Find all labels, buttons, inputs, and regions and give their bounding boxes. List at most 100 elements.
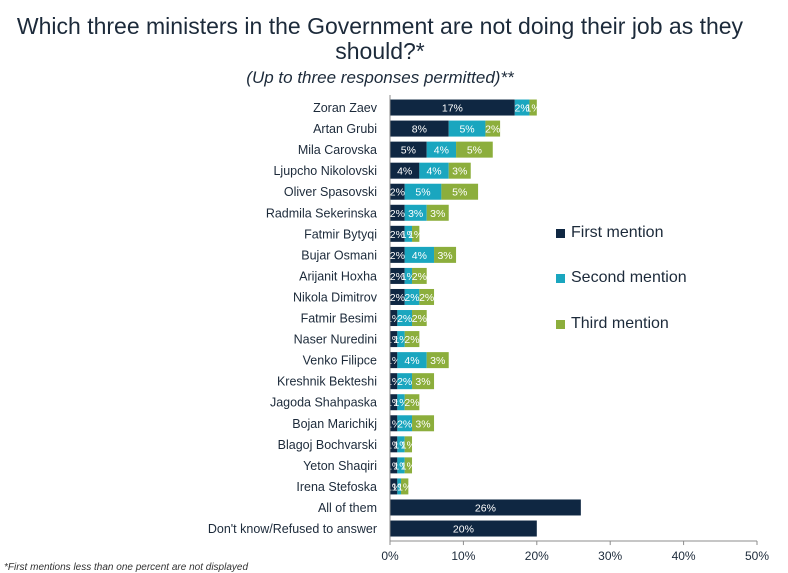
legend-swatch — [556, 228, 565, 238]
legend-third-mention: Third mention — [556, 315, 669, 333]
legend-second-mention: Second mention — [556, 269, 687, 287]
bar-segment — [397, 352, 427, 369]
bar-segment — [390, 499, 581, 516]
bar-segment — [412, 373, 435, 390]
bar-value-label: 2% — [390, 229, 405, 241]
chart-title: Which three ministers in the Government … — [16, 13, 744, 64]
bar-segment — [456, 141, 493, 158]
legend-label: Third mention — [571, 315, 669, 332]
bar-segment — [390, 120, 449, 137]
bar-segment — [404, 457, 413, 474]
bar-segment — [404, 246, 435, 263]
category-label: Blagoj Bochvarski — [278, 438, 377, 452]
bar-value-label: 5% — [415, 187, 430, 199]
bar-value-label: 2% — [390, 187, 405, 199]
x-tick-label: 40% — [672, 549, 696, 563]
bar-segment — [529, 99, 537, 116]
category-label: Nikola Dimitrov — [293, 290, 378, 304]
bar-segment — [390, 436, 398, 453]
bar-value-label: 2% — [485, 124, 500, 136]
bar-segment — [412, 267, 427, 284]
bar-segment — [419, 162, 449, 179]
legend-swatch — [556, 319, 565, 329]
category-label: Mila Carovska — [298, 143, 377, 157]
footnote: *First mentions less than one percent ar… — [4, 562, 249, 573]
bar-segment — [390, 310, 398, 327]
bar-value-label: 2% — [397, 418, 412, 430]
bar-segment — [390, 162, 420, 179]
bar-segment — [397, 373, 413, 390]
bar-value-label: 8% — [412, 124, 427, 136]
legend-label: First mention — [571, 224, 664, 241]
bar-value-label: 5% — [401, 145, 416, 157]
bar-value-label: 5% — [452, 187, 467, 199]
category-label: Don't know/Refused to answer — [208, 522, 377, 536]
bar-segment — [390, 99, 515, 116]
x-tick-label: 30% — [598, 549, 622, 563]
bar-value-label: 1% — [526, 103, 541, 115]
chart-bars: 17% 2%1%8% 5% 2%5% 4% 5%4% 4% 3%2% 5% 5%2% 3% 3%2%1… — [386, 99, 581, 537]
bar-value-label: 2% — [419, 292, 434, 304]
bar-segment — [412, 415, 435, 432]
bar-value-label: 2% — [412, 313, 427, 325]
category-label: Fatmir Besimi — [301, 312, 377, 326]
bar-value-label: 2% — [390, 250, 405, 262]
bar-value-label: 2% — [390, 292, 405, 304]
bar-segment — [404, 204, 427, 221]
category-label: Ljupcho Nikolovski — [273, 164, 377, 178]
bar-value-label: 1% — [397, 481, 412, 493]
category-label: Zoran Zaev — [313, 101, 378, 115]
category-label: Bojan Marichikj — [292, 417, 377, 431]
bar-value-label: 2% — [397, 313, 412, 325]
bar-segment — [397, 394, 405, 411]
bar-value-label: 3% — [452, 166, 467, 178]
category-label: Kreshnik Bekteshi — [277, 375, 377, 389]
bar-value-label: 3% — [430, 208, 445, 220]
bar-segment — [390, 478, 398, 495]
bar-segment — [397, 457, 405, 474]
bar-segment — [441, 183, 479, 200]
bar-segment — [404, 436, 413, 453]
x-tick-label: 0% — [381, 549, 399, 563]
category-label: Jagoda Shahpaska — [270, 396, 377, 410]
bar-value-label: 17% — [442, 103, 463, 115]
bar-value-label: 2% — [397, 376, 412, 388]
bar-segment — [390, 457, 398, 474]
category-labels: Zoran Zaev Artan Grubi Mila Carovska Ljupch… — [208, 101, 378, 536]
bar-segment — [390, 352, 398, 369]
bar-segment — [448, 120, 486, 137]
bar-value-label: 2% — [404, 334, 419, 346]
bar-value-label: 2% — [390, 271, 405, 283]
bar-segment — [390, 267, 405, 284]
category-label: Fatmir Bytyqi — [304, 227, 377, 241]
bar-segment — [426, 204, 449, 221]
bar-value-label: 3% — [415, 418, 430, 430]
bar-value-label: 1% — [401, 460, 416, 472]
bar-segment — [426, 352, 449, 369]
bar-value-label: 3% — [437, 250, 452, 262]
bar-segment — [404, 394, 420, 411]
bar-segment — [390, 141, 427, 158]
legend-swatch — [556, 273, 565, 283]
bar-value-label: 2% — [404, 292, 419, 304]
category-label: Irena Stefoska — [296, 480, 377, 494]
bar-value-label: 4% — [426, 166, 441, 178]
bar-value-label: 3% — [408, 208, 423, 220]
bar-segment — [514, 99, 530, 116]
bar-segment — [397, 331, 405, 348]
bar-segment — [404, 225, 413, 242]
legend-label: Second mention — [571, 269, 687, 286]
x-axis: 0% 10% 20% 30% 40% 50% — [381, 95, 769, 563]
bar-value-label: 1% — [401, 439, 416, 451]
bar-segment — [404, 288, 420, 305]
bar-segment — [412, 310, 427, 327]
bar-value-label: 2% — [404, 397, 419, 409]
bar-segment — [390, 183, 405, 200]
category-label: Oliver Spasovski — [284, 185, 377, 199]
bar-value-label: 2% — [412, 271, 427, 283]
bar-segment — [390, 520, 537, 537]
bar-value-label: 5% — [467, 145, 482, 157]
bar-value-label: 2% — [390, 208, 405, 220]
bar-segment — [390, 225, 405, 242]
